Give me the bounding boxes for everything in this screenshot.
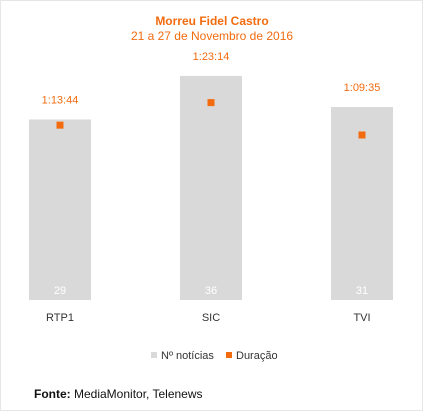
legend-swatch-duracao — [226, 352, 232, 358]
chart-subtitle: 21 a 27 de Novembro de 2016 — [131, 29, 293, 43]
bar-sic — [180, 75, 242, 301]
duration-points — [56, 99, 366, 139]
bar-value-label-sic: 36 — [205, 285, 217, 297]
bars-group — [29, 75, 393, 301]
bar-rtp1 — [29, 119, 91, 300]
duration-point-tvi — [358, 131, 366, 139]
duration-point-sic — [207, 99, 215, 107]
category-label-rtp1: RTP1 — [46, 312, 74, 324]
bar-value-labels: 29 36 31 — [54, 285, 368, 297]
duration-point-rtp1 — [56, 121, 64, 129]
bar-tvi — [331, 107, 393, 301]
category-label-tvi: TVI — [353, 312, 370, 324]
duration-label-rtp1: 1:13:44 — [42, 94, 79, 106]
legend-swatch-noticias — [151, 352, 157, 358]
legend-label-duracao: Duração — [236, 350, 278, 362]
legend: Nº notícias Duração — [151, 350, 278, 362]
bar-value-label-rtp1: 29 — [54, 285, 66, 297]
source-label: Fonte: — [34, 387, 71, 401]
bar-value-label-tvi: 31 — [356, 285, 368, 297]
duration-label-tvi: 1:09:35 — [344, 82, 381, 94]
chart-title: Morreu Fidel Castro — [155, 14, 268, 28]
legend-label-noticias: Nº notícias — [161, 350, 214, 362]
category-labels: RTP1 SIC TVI — [46, 312, 371, 324]
source-note: Fonte: MediaMonitor, Telenews — [34, 387, 203, 401]
duration-labels: 1:13:44 1:23:14 1:09:35 — [42, 51, 381, 107]
duration-label-sic: 1:23:14 — [193, 51, 230, 63]
source-text: MediaMonitor, Telenews — [74, 387, 203, 401]
category-label-sic: SIC — [202, 312, 220, 324]
